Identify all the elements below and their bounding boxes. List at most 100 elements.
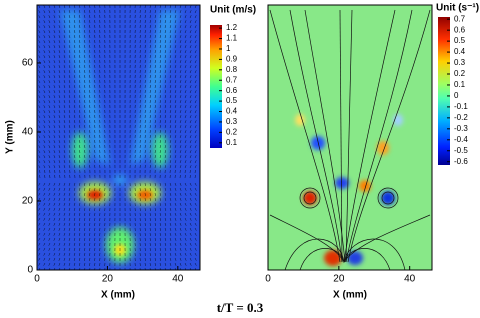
- vector-arrow: [159, 25, 161, 29]
- vector-arrow: [53, 222, 56, 226]
- vector-arrow: [58, 30, 61, 34]
- vector-arrow: [179, 120, 182, 124]
- vector-arrow: [38, 227, 41, 231]
- vector-arrow: [184, 242, 187, 246]
- vector-arrow: [48, 50, 51, 54]
- colorbar-tick-label: 0.7: [226, 75, 238, 84]
- vector-arrow: [43, 227, 46, 231]
- vector-arrow: [159, 110, 161, 114]
- vector-arrow: [73, 55, 76, 59]
- vector-arrow: [184, 70, 187, 74]
- vector-arrow: [89, 182, 91, 186]
- vector-arrow: [149, 65, 151, 69]
- vector-arrow: [89, 15, 91, 19]
- vector-arrow: [174, 212, 177, 216]
- vector-arrow: [38, 182, 41, 186]
- vector-arrow: [89, 95, 91, 99]
- vector-arrow: [159, 45, 161, 49]
- vector-arrow: [48, 187, 51, 191]
- vector-arrow: [149, 222, 151, 226]
- vector-arrow: [194, 65, 197, 69]
- vector-arrow: [189, 65, 192, 69]
- vector-arrow: [43, 90, 46, 94]
- vector-arrow: [174, 95, 177, 99]
- vector-arrow: [189, 217, 192, 221]
- vector-arrow: [164, 187, 167, 191]
- vector-arrow: [63, 110, 66, 114]
- vector-arrow: [184, 50, 187, 54]
- vector-arrow: [154, 10, 156, 14]
- vector-arrow: [68, 115, 71, 119]
- vector-arrow: [164, 182, 167, 186]
- vector-arrow: [184, 237, 187, 241]
- vector-arrow: [169, 40, 172, 44]
- vector-arrow: [179, 55, 182, 59]
- vector-arrow: [94, 232, 96, 236]
- colorbar-tick-label: 0.2: [454, 69, 466, 78]
- streamlines: [269, 9, 431, 270]
- vector-arrow: [63, 15, 66, 19]
- vector-arrow: [159, 80, 161, 84]
- vector-arrow: [58, 155, 61, 159]
- vector-arrow: [149, 242, 151, 246]
- vector-arrow: [89, 222, 91, 226]
- vector-arrow: [48, 212, 51, 216]
- vector-arrow: [58, 262, 61, 266]
- vector-arrow: [189, 55, 192, 59]
- vector-arrow: [179, 25, 182, 29]
- vector-arrow: [53, 130, 56, 134]
- vector-arrow: [184, 267, 187, 270]
- vector-arrow: [144, 267, 146, 270]
- vector-arrow: [174, 262, 177, 266]
- vector-arrow: [164, 55, 167, 59]
- vector-arrow: [154, 90, 156, 94]
- colorbar-tick-label: 0.2: [226, 127, 238, 136]
- vector-arrow: [154, 257, 156, 261]
- vector-arrow: [184, 155, 187, 159]
- vector-arrow: [184, 5, 187, 9]
- vector-arrow: [164, 5, 167, 9]
- vector-arrow: [189, 130, 192, 134]
- vector-arrow: [154, 55, 156, 59]
- vector-arrow: [53, 165, 56, 169]
- vector-arrow: [189, 182, 192, 186]
- vector-arrow: [164, 227, 167, 231]
- vector-arrow: [84, 267, 86, 270]
- vector-arrow: [89, 45, 91, 49]
- vector-arrow: [79, 100, 81, 104]
- vector-arrow: [58, 187, 61, 191]
- vector-arrow: [159, 100, 161, 104]
- vector-arrow: [174, 257, 177, 261]
- vector-arrow: [149, 192, 151, 196]
- vector-arrow: [194, 207, 197, 211]
- vector-arrow: [48, 95, 51, 99]
- vector-arrow: [84, 252, 86, 256]
- vector-arrow: [149, 182, 151, 186]
- vector-arrow: [164, 30, 167, 34]
- vector-arrow: [63, 212, 66, 216]
- vector-arrow: [79, 257, 81, 261]
- vector-arrow: [164, 145, 167, 149]
- colorbar-tick-label: 0.5: [226, 96, 238, 105]
- vector-arrow: [68, 100, 71, 104]
- vector-arrow: [84, 140, 86, 144]
- vector-arrow: [174, 182, 177, 186]
- vector-arrow: [154, 105, 156, 109]
- vector-arrow: [169, 75, 172, 79]
- vector-arrow: [73, 197, 76, 201]
- vector-arrow: [169, 85, 172, 89]
- vector-arrow: [58, 257, 61, 261]
- vector-arrow: [179, 197, 182, 201]
- vector-arrow: [189, 237, 192, 241]
- vector-arrow: [48, 115, 51, 119]
- vector-arrow: [174, 25, 177, 29]
- vector-arrow: [43, 110, 46, 114]
- vector-arrow: [144, 212, 146, 216]
- vector-arrow: [154, 247, 156, 251]
- vector-arrow: [154, 182, 156, 186]
- vector-arrow: [38, 10, 41, 14]
- vector-arrow: [68, 232, 71, 236]
- vector-arrow: [53, 80, 56, 84]
- vector-arrow: [89, 90, 91, 94]
- vector-arrow: [144, 187, 146, 191]
